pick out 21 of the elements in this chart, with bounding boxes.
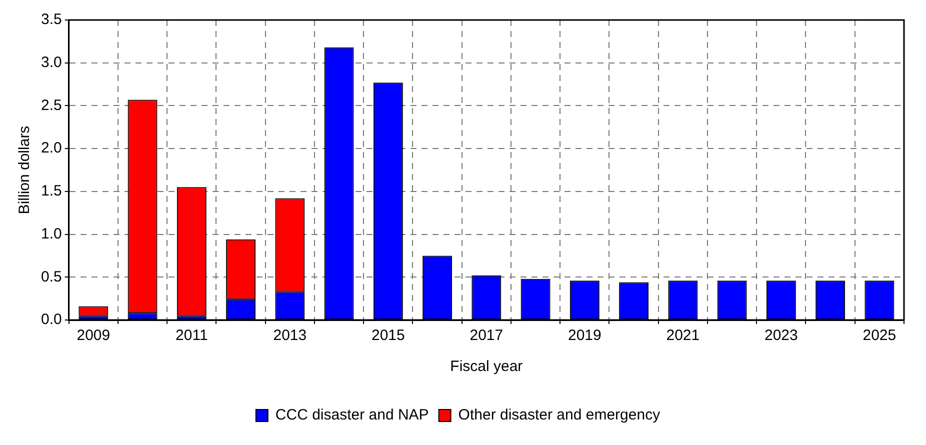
y-tick-label: 2.5 xyxy=(40,96,62,114)
x-tick-label: 2015 xyxy=(371,327,405,344)
x-tick-label: 2019 xyxy=(568,327,602,344)
x-tick-label: 2021 xyxy=(666,327,700,344)
y-tick-label: 0.0 xyxy=(40,311,62,328)
y-tick-label: 1.5 xyxy=(40,182,62,200)
x-tick-label: 2025 xyxy=(862,327,896,344)
x-tick-label: 2017 xyxy=(470,327,504,344)
legend-label: Other disaster and emergency xyxy=(458,406,661,424)
y-axis-title: Billion dollars xyxy=(16,126,34,214)
x-tick-label: 2023 xyxy=(764,327,798,344)
x-tick-label: 2009 xyxy=(76,327,110,344)
x-tick-label: 2011 xyxy=(176,327,208,344)
y-tick-label: 2.0 xyxy=(40,140,62,157)
x-tick-label: 2013 xyxy=(273,327,307,344)
x-axis-title: Fiscal year xyxy=(450,358,523,376)
y-tick-label: 3.0 xyxy=(40,54,62,71)
y-tick-label: 3.5 xyxy=(40,11,62,28)
y-tick-label: 0.5 xyxy=(40,268,62,286)
legend-label: CCC disaster and NAP xyxy=(275,406,429,424)
y-tick-label: 1.0 xyxy=(40,225,62,242)
